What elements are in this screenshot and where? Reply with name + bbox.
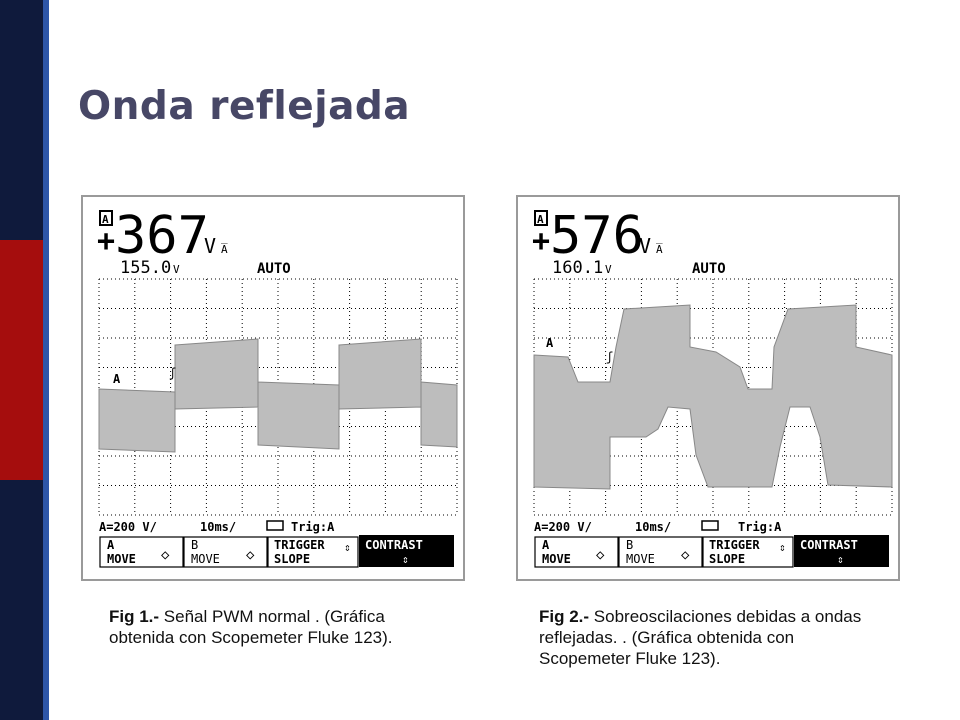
slide-title: Onda reflejada [78, 84, 411, 129]
channel-a-icon [99, 210, 113, 226]
main-reading: 367 [115, 206, 209, 266]
softkey-trigger-slope [702, 536, 794, 568]
trms-icon: A̅ [221, 243, 228, 256]
mode-label: AUTO [692, 261, 726, 277]
softkey-b-move-line2: MOVE [191, 552, 220, 566]
status-scale: A=200 V/ [534, 520, 592, 534]
waveform-trace [98, 338, 458, 453]
move-arrows-icon: ◇ [246, 547, 255, 563]
move-arrows-icon: ◇ [681, 547, 690, 563]
main-reading-unit: V [639, 234, 651, 258]
status-trigger: Trig:A [291, 520, 335, 534]
caption-fig1-label: Fig 1.- [109, 607, 160, 626]
caption-fig2-label: Fig 2.- [539, 607, 590, 626]
updown-icon: ⇕ [344, 541, 351, 554]
main-reading: 576 [550, 206, 644, 266]
caption-fig2-text: Sobreoscilaciones debidas a ondas reflej… [539, 607, 862, 668]
softkey-b-move [618, 536, 703, 568]
softkey-a-move-line2: MOVE [542, 552, 571, 566]
channel-a-icon [534, 210, 548, 226]
scope-display-fig2: A + 576 V A̅ 160.1 V AUTO A ʃ A=200 V/ 1… [532, 206, 893, 568]
softkey-bar: A MOVE ◇ B MOVE ◇ TRIGGER SLOPE ⇕ CONTRA… [534, 535, 889, 568]
polarity-plus-icon: + [97, 224, 115, 259]
softkey-a-move-line1: A [542, 538, 550, 552]
updown-icon: ⇕ [837, 553, 844, 566]
side-bar-bottom [0, 480, 43, 720]
caption-fig1-text: Señal PWM normal . (Gráfica obtenida con… [109, 607, 393, 647]
move-arrows-icon: ◇ [596, 547, 605, 563]
status-trigger: Trig:A [738, 520, 782, 534]
side-bar-accent-line [43, 0, 49, 720]
softkey-trigger-slope [267, 536, 359, 568]
main-reading-unit: V [204, 234, 216, 258]
softkey-trigger-line1: TRIGGER [709, 538, 760, 552]
channel-marker: A [113, 372, 121, 386]
softkey-trigger-line1: TRIGGER [274, 538, 325, 552]
channel-a-icon-letter: A [537, 213, 544, 226]
side-bar-middle [0, 240, 43, 480]
softkey-bar: A MOVE ◇ B MOVE ◇ TRIGGER SLOPE ⇕ CONTRA… [99, 535, 454, 568]
softkey-a-move-line1: A [107, 538, 115, 552]
updown-icon: ⇕ [779, 541, 786, 554]
battery-icon [701, 520, 719, 531]
polarity-plus-icon: + [532, 224, 550, 259]
softkey-trigger-line2: SLOPE [709, 552, 745, 566]
channel-marker: A [546, 336, 554, 350]
trms-icon: A̅ [656, 243, 663, 256]
battery-icon [266, 520, 284, 531]
softkey-b-move-line2: MOVE [626, 552, 655, 566]
status-time: 10ms/ [635, 520, 671, 534]
scope-display-fig1: A + 367 V A̅ 155.0 V AUTO A ʃ A=200 V/ 1… [97, 206, 458, 568]
channel-a-icon-letter: A [102, 213, 109, 226]
updown-icon: ⇕ [402, 553, 409, 566]
trigger-mark-icon: ʃ [169, 366, 176, 380]
softkey-contrast-label: CONTRAST [800, 538, 858, 552]
sub-reading: 155.0 [120, 258, 171, 278]
scope-screenshot-fig1: A + 367 V A̅ 155.0 V AUTO A ʃ A=200 V/ 1… [81, 195, 465, 581]
move-arrows-icon: ◇ [161, 547, 170, 563]
softkey-b-move [183, 536, 268, 568]
softkey-contrast-label: CONTRAST [365, 538, 423, 552]
caption-fig2: Fig 2.- Sobreoscilaciones debidas a onda… [539, 606, 889, 669]
softkey-b-move-line1: B [626, 538, 633, 552]
side-bar-top [0, 0, 43, 240]
sub-reading-unit: V [605, 263, 612, 276]
caption-fig1: Fig 1.- Señal PWM normal . (Gráfica obte… [109, 606, 439, 648]
trigger-mark-icon: ʃ [606, 350, 613, 364]
softkey-a-move [99, 536, 184, 568]
mode-label: AUTO [257, 261, 291, 277]
sub-reading: 160.1 [552, 258, 603, 278]
status-time: 10ms/ [200, 520, 236, 534]
softkey-contrast [794, 535, 889, 567]
softkey-a-move [534, 536, 619, 568]
scope-screenshot-fig2: A + 576 V A̅ 160.1 V AUTO A ʃ A=200 V/ 1… [516, 195, 900, 581]
softkey-a-move-line2: MOVE [107, 552, 136, 566]
sub-reading-unit: V [173, 263, 180, 276]
softkey-b-move-line1: B [191, 538, 198, 552]
softkey-trigger-line2: SLOPE [274, 552, 310, 566]
softkey-contrast [359, 535, 454, 567]
status-scale: A=200 V/ [99, 520, 157, 534]
waveform-trace [533, 304, 893, 490]
scope-grid [98, 278, 458, 516]
